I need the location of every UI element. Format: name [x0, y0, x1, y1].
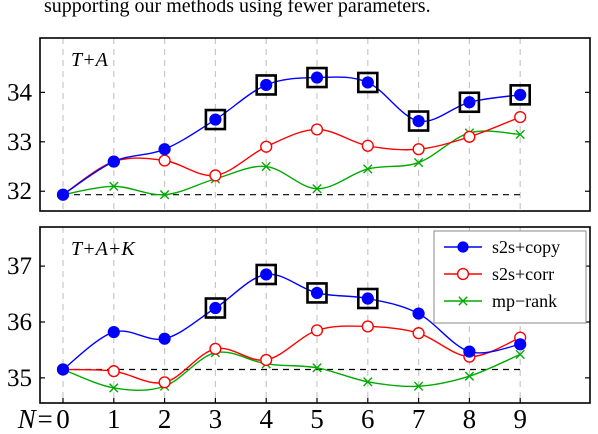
y-tick-label-36: 36: [7, 309, 32, 336]
best-marker-box-4: [255, 74, 278, 96]
data-point-s2s-copy-9: [514, 338, 527, 351]
data-point-s2s-corr-2: [158, 376, 171, 389]
x-tick-label-3: 3: [209, 404, 223, 434]
x-tick-label-4: 4: [259, 404, 273, 434]
series-line-s2s-corr: [62, 325, 521, 384]
data-point-s2s-copy-5: [310, 71, 324, 84]
best-marker-box-4: [255, 263, 278, 286]
x-tick-label-2: 2: [158, 404, 172, 434]
plot-frame: [39, 226, 591, 404]
data-point-s2s-copy-7: [412, 114, 425, 128]
y-tick-label-32: 32: [7, 178, 32, 205]
data-point-s2s-corr-5: [310, 324, 324, 337]
best-marker-box-3: [204, 297, 227, 319]
legend-marker-0: [457, 241, 469, 253]
data-point-s2s-copy-6: [361, 292, 374, 305]
x-tick-label-7: 7: [412, 404, 426, 434]
data-point-s2s-copy-1: [107, 325, 120, 339]
data-point-s2s-copy-5: [310, 286, 324, 300]
data-point-s2s-corr-7: [412, 327, 425, 340]
data-point-mp-rank-7: [413, 381, 424, 391]
data-point-s2s-corr-9: [514, 110, 527, 124]
x-axis-label: N=: [17, 404, 54, 434]
data-point-s2s-copy-3: [209, 113, 222, 126]
data-point-s2s-copy-0: [56, 188, 70, 201]
legend-marker-1: [456, 267, 470, 281]
x-tick-label-8: 8: [463, 404, 477, 434]
data-point-s2s-copy-8: [463, 345, 476, 358]
data-point-s2s-copy-3: [209, 301, 222, 315]
data-point-s2s-copy-7: [412, 307, 425, 320]
data-point-mp-rank-4: [261, 161, 271, 172]
best-marker-box-3: [204, 108, 227, 131]
data-point-mp-rank-1: [109, 383, 119, 393]
legend-label-2: mp−rank: [492, 291, 557, 311]
y-tick-label-34: 34: [7, 79, 33, 106]
best-marker-box-5: [306, 66, 328, 89]
y-tick-label-37: 37: [7, 253, 32, 280]
data-point-s2s-corr-2: [158, 154, 171, 167]
caption-fragment: supporting our methods using fewer param…: [44, 0, 431, 17]
data-point-s2s-corr-7: [412, 143, 425, 156]
data-point-s2s-copy-4: [260, 78, 273, 92]
data-point-mp-rank-5: [312, 184, 322, 194]
data-point-s2s-copy-1: [107, 155, 120, 168]
x-tick-label-5: 5: [310, 404, 324, 434]
data-point-s2s-corr-6: [361, 320, 374, 333]
data-point-s2s-corr-6: [361, 139, 374, 152]
data-point-s2s-corr-8: [463, 130, 476, 143]
series-line-s2s-copy: [62, 273, 521, 371]
data-point-mp-rank-2: [159, 189, 170, 200]
data-point-mp-rank-6: [363, 164, 373, 174]
panel-title: T+A: [71, 49, 109, 71]
data-point-s2s-copy-6: [361, 76, 374, 89]
data-point-s2s-copy-2: [158, 143, 171, 156]
data-point-s2s-copy-9: [514, 88, 527, 101]
data-point-s2s-copy-8: [463, 96, 476, 109]
best-marker-box-8: [458, 91, 481, 114]
data-point-s2s-corr-3: [209, 169, 222, 182]
panel-t-a: 32 33 34 T+A: [7, 37, 591, 212]
data-point-s2s-copy-0: [56, 363, 70, 376]
best-marker-box-7: [407, 110, 430, 132]
data-point-mp-rank-8: [464, 371, 475, 381]
y-tick-label-35: 35: [7, 365, 32, 392]
x-tick-label-9: 9: [513, 404, 527, 434]
legend-label-1: s2s+corr: [492, 264, 554, 284]
series-line-s2s-corr: [62, 116, 521, 196]
plot-frame: [39, 37, 591, 212]
data-point-mp-rank-9: [515, 129, 525, 140]
legend-marker-2: [458, 296, 468, 306]
data-point-s2s-corr-5: [310, 123, 324, 136]
best-marker-box-6: [356, 287, 379, 310]
best-marker-box-5: [306, 282, 328, 304]
data-point-s2s-copy-4: [260, 268, 273, 281]
data-point-mp-rank-1: [109, 181, 119, 191]
y-tick-label-33: 33: [7, 129, 32, 156]
best-marker-box-9: [509, 84, 532, 106]
series-line-mp-rank: [62, 130, 521, 196]
data-point-mp-rank-6: [363, 377, 373, 387]
data-point-mp-rank-9: [515, 349, 525, 360]
series-line-mp-rank: [62, 351, 521, 392]
series-line-s2s-copy: [62, 76, 521, 196]
data-point-mp-rank-5: [312, 363, 322, 373]
best-marker-box-6: [356, 71, 379, 94]
panel-title: T+A+K: [71, 238, 136, 260]
data-point-mp-rank-7: [413, 157, 424, 168]
x-tick-label-6: 6: [361, 404, 375, 434]
data-point-s2s-corr-1: [107, 365, 120, 378]
data-point-s2s-corr-3: [209, 342, 222, 355]
data-point-s2s-corr-4: [260, 353, 273, 367]
panel-t-a-k: 35 36 37 T+A+K s2s+copy s2s+corr mp−rank 0 1 2 3 4 5…: [7, 226, 591, 434]
data-point-s2s-copy-2: [158, 332, 171, 345]
x-tick-label-0: 0: [56, 404, 70, 434]
x-tick-label-1: 1: [107, 404, 121, 434]
legend-label-0: s2s+copy: [492, 237, 560, 257]
data-point-s2s-corr-4: [260, 140, 273, 153]
